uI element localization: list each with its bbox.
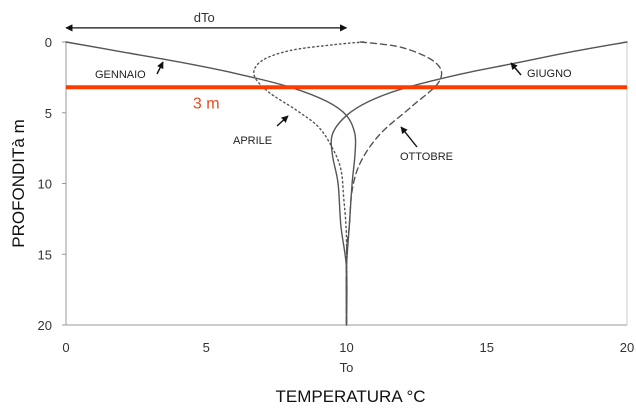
y-tick-label: 0 (45, 35, 52, 50)
series-gennaio-line (65, 41, 357, 326)
y-axis-label: PROFONDITà m (9, 119, 28, 247)
to-label: To (340, 360, 354, 375)
y-tick-label: 5 (45, 106, 52, 121)
aprile-label: APRILE (233, 135, 272, 147)
x-axis-label: TEMPERATURA °C (275, 387, 425, 406)
y-tick-label: 20 (38, 318, 52, 333)
y-axis-ticks: 0 5 10 15 20 (38, 35, 66, 333)
gennaio-pointer-arrow (156, 61, 164, 75)
x-tick-label: 5 (203, 340, 210, 355)
ottobre-pointer-arrow (400, 126, 418, 148)
x-tick-label: 15 (480, 340, 494, 355)
gennaio-label: GENNAIO (95, 69, 146, 81)
series-giugno-line (330, 41, 628, 326)
x-tick-label: 20 (620, 340, 634, 355)
x-axis-ticks: 0 5 10 15 20 (62, 340, 634, 355)
aprile-pointer-arrow (276, 115, 289, 127)
x-tick-label: 0 (62, 340, 69, 355)
x-tick-label: 10 (339, 340, 353, 355)
y-tick-label: 15 (38, 247, 52, 262)
giugno-pointer-arrow (510, 62, 522, 76)
reference-line-3m-label: 3 m (193, 95, 220, 112)
series-layer (65, 41, 628, 326)
giugno-label: GIUGNO (527, 68, 572, 80)
series-ottobre-line (345, 41, 443, 326)
dto-label: dTo (194, 10, 215, 25)
y-tick-label: 10 (38, 177, 52, 192)
ottobre-label: OTTOBRE (400, 151, 453, 163)
series-aprile-line (253, 41, 365, 326)
annotation-layer: 3 m dTo To GENNAIO APRILE GIUGNO OTTOBRE (65, 10, 627, 375)
